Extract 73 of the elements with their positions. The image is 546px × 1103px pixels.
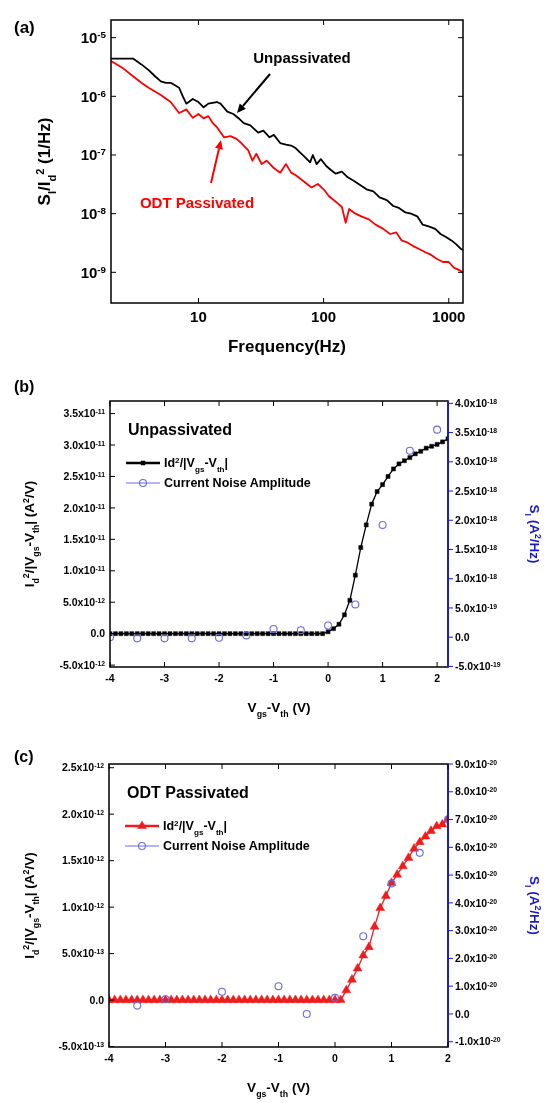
annotation: ODT Passivated [127, 784, 249, 801]
x-tick-label: -3 [159, 671, 170, 684]
y-tick-label: 1.5x10$^{-12}$ [62, 854, 105, 867]
x-tick-label: -1 [273, 1051, 284, 1064]
chart-title: (b) [14, 378, 35, 395]
y-tick-label: 10$^{-5}$ [80, 28, 107, 46]
x-axis-title: Frequency(Hz) [227, 337, 347, 356]
x-tick-label: 1000 [432, 308, 466, 325]
x-tick-label: 0 [325, 671, 332, 684]
chart-title: (c) [14, 748, 34, 765]
x-tick-label: -1 [268, 671, 279, 684]
y-tick-label: 0.0 [89, 993, 105, 1006]
y-tick-label: 5.0x10$^{-13}$ [62, 947, 105, 960]
x-axis-title: V$_{gs}$-V$_{th}$ (V) [247, 1080, 310, 1099]
y-tick-label: -5.0x10$^{-12}$ [59, 658, 106, 671]
y2-tick-label: 6.0x10$^{-20}$ [455, 840, 498, 853]
y2-tick-label: 5.0x10$^{-19}$ [455, 601, 498, 614]
y2-tick-label: 1.0x10$^{-20}$ [455, 979, 498, 992]
x-tick-label: -4 [105, 671, 115, 684]
y-tick-label: 2.0x10$^{-12}$ [62, 807, 105, 820]
legend-label: Current Noise Amplitude [163, 839, 310, 854]
y-tick-label: 10$^{-9}$ [80, 263, 107, 281]
y-tick-label: 10$^{-7}$ [80, 145, 106, 164]
y-tick-label: 1.0x10$^{-11}$ [63, 564, 106, 577]
y2-tick-label: 9.0x10$^{-20}$ [455, 757, 498, 770]
y-tick-label: 10$^{-8}$ [80, 204, 107, 222]
y2-tick-label: 4.0x10$^{-20}$ [455, 896, 498, 909]
legend-label: Id$^{2}$/|V$_{gs}$-V$_{th}$| [163, 818, 228, 837]
y2-tick-label: 2.0x10$^{-20}$ [455, 952, 498, 965]
x-tick-label: 10 [190, 308, 207, 325]
x-tick-label: 1 [379, 671, 386, 684]
legend-label: Current Noise Amplitude [164, 476, 311, 491]
y2-tick-label: 1.5x10$^{-18}$ [455, 543, 498, 556]
y-tick-label: 2.5x10$^{-12}$ [62, 761, 105, 774]
y-tick-label: 3.5x10$^{-11}$ [63, 407, 106, 420]
y2-tick-label: -1.0x10$^{-20}$ [455, 1035, 501, 1048]
y-tick-label: 10$^{-6}$ [80, 87, 107, 105]
annotation: Unpassivated [128, 421, 233, 438]
y2-tick-label: 7.0x10$^{-20}$ [455, 813, 498, 826]
x-tick-label: 2 [434, 671, 441, 684]
x-tick-label: -2 [217, 1051, 227, 1064]
x-tick-label: 100 [311, 308, 337, 325]
y-tick-label: 1.0x10$^{-12}$ [62, 900, 105, 913]
legend-label: Id$^{2}$/|V$_{gs}$-V$_{th}$| [164, 455, 229, 474]
y2-tick-label: 3.0x10$^{-20}$ [455, 924, 498, 937]
y-tick-label: 2.0x10$^{-11}$ [63, 501, 106, 514]
x-tick-label: -3 [160, 1051, 171, 1064]
y-tick-label: 2.5x10$^{-11}$ [63, 470, 106, 483]
x-tick-label: 2 [445, 1051, 452, 1064]
y-tick-label: 0.0 [90, 627, 106, 640]
y2-tick-label: 8.0x10$^{-20}$ [455, 785, 498, 798]
annotation: ODT Passivated [139, 194, 255, 212]
y2-tick-label: -5.0x10$^{-19}$ [455, 660, 501, 673]
y2-tick-label: 3.5x10$^{-18}$ [455, 426, 498, 439]
y-tick-label: 5.0x10$^{-12}$ [63, 595, 106, 608]
y2-tick-label: 2.5x10$^{-18}$ [455, 484, 498, 497]
chart-title: (a) [14, 18, 35, 37]
y2-tick-label: 5.0x10$^{-20}$ [455, 868, 498, 881]
y-tick-label: 1.5x10$^{-11}$ [63, 533, 106, 546]
y2-tick-label: 2.0x10$^{-18}$ [455, 513, 498, 526]
y-tick-label: 3.0x10$^{-11}$ [63, 438, 106, 451]
x-tick-label: -2 [214, 671, 224, 684]
x-tick-label: -4 [104, 1051, 114, 1064]
y-tick-label: -5.0x10$^{-13}$ [58, 1040, 105, 1053]
y2-tick-label: 3.0x10$^{-18}$ [455, 455, 498, 468]
y2-tick-label: 0.0 [455, 630, 470, 643]
y2-tick-label: 0.0 [455, 1007, 470, 1020]
y2-tick-label: 4.0x10$^{-18}$ [455, 397, 498, 410]
y2-tick-label: 1.0x10$^{-18}$ [455, 572, 498, 585]
annotation: Unpassivated [253, 49, 351, 67]
x-tick-label: 1 [388, 1051, 395, 1064]
x-tick-label: 0 [332, 1051, 339, 1064]
x-axis-title: V$_{gs}$-V$_{th}$ (V) [247, 700, 311, 719]
